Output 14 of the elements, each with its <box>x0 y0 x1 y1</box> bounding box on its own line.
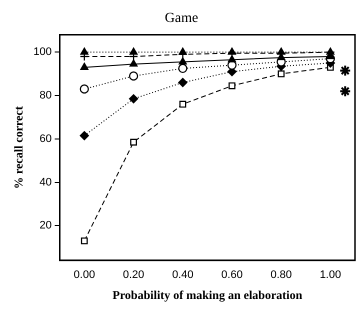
chart-title: Game <box>164 11 198 26</box>
x-tick-label: 0.80 <box>270 269 292 282</box>
x-tick-label: 1.00 <box>320 269 342 282</box>
y-axis-title: % recall correct <box>11 106 26 190</box>
y-tick-label: 100 <box>33 46 52 58</box>
x-tick-label: 0.00 <box>74 269 96 282</box>
x-tick-label: 0.20 <box>122 269 144 282</box>
y-tick-label: 60 <box>40 132 52 145</box>
y-tick-label: 20 <box>40 220 52 232</box>
y-tick-label: 40 <box>40 176 52 188</box>
x-tick-label: 0.40 <box>172 269 194 282</box>
x-axis-title: Probability of making an elaboration <box>112 288 303 302</box>
y-tick-label: 80 <box>40 90 52 102</box>
x-tick-label: 0.60 <box>221 269 243 282</box>
